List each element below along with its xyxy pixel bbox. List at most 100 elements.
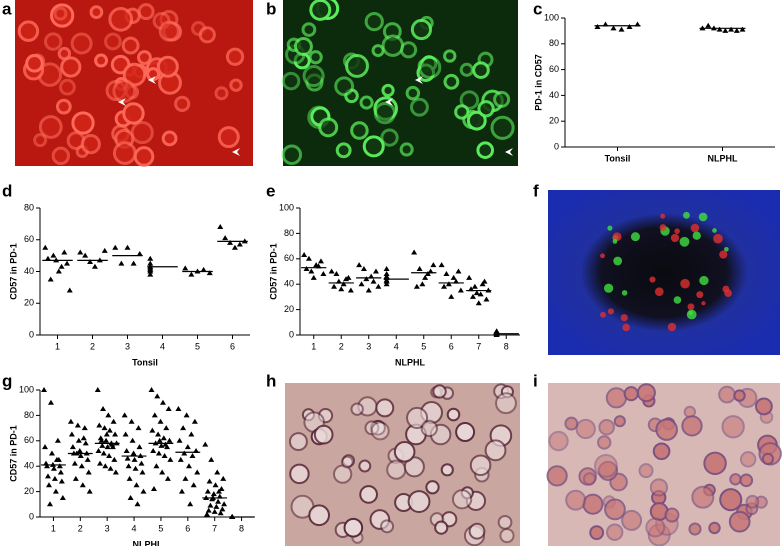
arrowhead (385, 98, 393, 106)
cell (43, 32, 63, 51)
point (728, 26, 735, 32)
stain (654, 287, 664, 297)
cell (443, 73, 460, 90)
point (443, 271, 450, 277)
cell (302, 64, 325, 88)
stain (712, 228, 717, 233)
cell (364, 11, 384, 32)
point (626, 24, 633, 30)
y-tick-label: 40 (284, 279, 294, 289)
point (413, 283, 420, 289)
stain (692, 231, 701, 240)
point (203, 511, 210, 517)
point (182, 265, 189, 271)
point (103, 437, 110, 443)
point (85, 469, 92, 475)
x-axis-title: Tonsil (132, 357, 158, 367)
point (122, 431, 129, 437)
point (212, 482, 219, 488)
point (103, 431, 110, 437)
x-axis-title: NLPHL (133, 539, 163, 546)
point (58, 263, 65, 269)
cell (409, 97, 429, 117)
cell (652, 442, 671, 461)
point (77, 249, 84, 255)
point (159, 469, 166, 475)
cell (59, 78, 76, 96)
y-tick-label: 100 (279, 202, 294, 212)
cell (386, 459, 407, 480)
point (140, 488, 147, 494)
point (331, 283, 338, 289)
point (479, 281, 486, 287)
cell (621, 509, 643, 531)
point (343, 276, 350, 282)
arrowhead (118, 98, 126, 106)
point (372, 268, 379, 274)
x-tick-label: 8 (239, 523, 244, 533)
cell (721, 415, 745, 439)
cell (729, 473, 742, 486)
point (133, 482, 140, 488)
stain (607, 308, 614, 315)
point (158, 442, 165, 448)
point (91, 263, 98, 269)
point (130, 260, 137, 266)
point (204, 488, 211, 494)
point (211, 508, 218, 514)
point (191, 418, 198, 424)
point (347, 287, 354, 293)
point (231, 244, 238, 250)
cell (469, 454, 492, 477)
point (112, 244, 119, 250)
point (200, 266, 207, 272)
cell (380, 128, 399, 147)
point (167, 456, 174, 462)
cell (645, 517, 666, 538)
cell (350, 402, 364, 416)
point (220, 475, 227, 481)
point (130, 450, 137, 456)
y-tick-label: 100 (19, 384, 34, 394)
cell (636, 383, 656, 403)
y-tick-label: 20 (24, 486, 34, 496)
point (44, 255, 51, 261)
cell (454, 104, 470, 120)
cell (281, 144, 303, 166)
point (178, 488, 185, 494)
cell (308, 50, 323, 65)
y-axis-title: PD-1 in CD57 (533, 54, 543, 111)
point (77, 453, 84, 459)
cell (664, 507, 680, 523)
point (121, 412, 128, 418)
cell (655, 418, 678, 441)
cell (55, 98, 72, 115)
y-tick-label: 60 (24, 435, 34, 445)
panel-label: e (266, 181, 275, 200)
stain (713, 233, 723, 244)
cell (359, 485, 378, 504)
y-tick-label: 60 (24, 234, 34, 244)
cell (137, 3, 155, 21)
point (156, 437, 163, 443)
point (106, 427, 113, 433)
point (217, 510, 224, 516)
point (64, 260, 71, 266)
point (149, 427, 156, 433)
point (221, 501, 228, 507)
point (236, 241, 243, 247)
cell (410, 18, 433, 41)
panel-label: i (533, 371, 538, 390)
cell (133, 146, 155, 167)
cell (406, 406, 429, 429)
cell (293, 37, 313, 56)
cell (418, 55, 442, 80)
cell (623, 386, 639, 402)
point (185, 463, 192, 469)
point (42, 244, 49, 250)
cell (497, 514, 513, 530)
point (105, 412, 112, 418)
point (363, 276, 370, 282)
point (44, 463, 51, 469)
